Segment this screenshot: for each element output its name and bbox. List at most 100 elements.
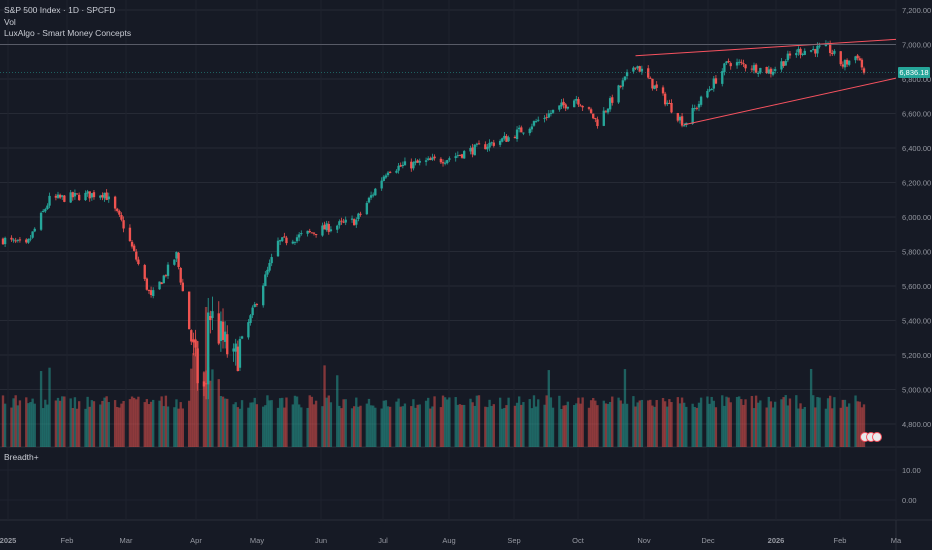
candle-body bbox=[797, 48, 800, 53]
volume-bar bbox=[122, 401, 125, 447]
volume-bar bbox=[729, 402, 732, 447]
volume-bar bbox=[365, 403, 369, 447]
volume-bar bbox=[69, 398, 72, 447]
candle-body bbox=[492, 142, 495, 146]
volume-bar bbox=[147, 404, 151, 447]
volume-bar bbox=[179, 402, 182, 447]
economic-events-badge[interactable] bbox=[860, 432, 882, 443]
volume-bar bbox=[221, 396, 225, 447]
volume-bar bbox=[469, 398, 472, 447]
volume-bar bbox=[826, 398, 830, 447]
volume-bar bbox=[668, 399, 671, 447]
volume-bar bbox=[329, 402, 333, 447]
time-tick-label: 2026 bbox=[768, 536, 785, 545]
candle-body bbox=[501, 138, 504, 142]
volume-bar bbox=[162, 406, 165, 447]
candle-body bbox=[473, 144, 476, 156]
volume-bar bbox=[683, 402, 686, 447]
volume-bar bbox=[841, 399, 845, 447]
volume-bar bbox=[661, 397, 665, 447]
candle-body bbox=[754, 64, 758, 73]
price-tick-label: 4,800.00 bbox=[902, 420, 931, 429]
time-tick-label: Ma bbox=[891, 536, 902, 545]
candle-body bbox=[625, 72, 629, 77]
candle-body bbox=[251, 307, 254, 316]
candle-body bbox=[226, 334, 229, 355]
candle-body bbox=[73, 192, 77, 197]
volume-bar bbox=[532, 395, 536, 447]
candle-body bbox=[367, 197, 371, 203]
candle-body bbox=[12, 239, 15, 241]
wedge-lower-trendline bbox=[684, 77, 897, 126]
volume-bar bbox=[799, 403, 802, 447]
volume-bar bbox=[537, 399, 540, 447]
volume-bar bbox=[594, 400, 597, 447]
candle-body bbox=[560, 102, 563, 107]
volume-bar bbox=[767, 396, 770, 447]
candle-body bbox=[668, 103, 671, 105]
volume-bar bbox=[712, 400, 715, 447]
volume-legend[interactable]: Vol bbox=[4, 16, 16, 27]
candle-body bbox=[446, 160, 449, 164]
indicator-legend[interactable]: LuxAlgo - Smart Money Concepts bbox=[4, 28, 132, 38]
candle-body bbox=[721, 71, 724, 84]
candle-body bbox=[649, 77, 652, 79]
candle-body bbox=[42, 210, 45, 212]
volume-bar bbox=[416, 404, 419, 447]
candle-body bbox=[63, 195, 66, 202]
candle-body bbox=[683, 125, 686, 127]
candle-body bbox=[336, 225, 339, 230]
volume-bar bbox=[344, 399, 347, 447]
candle-body bbox=[795, 53, 798, 56]
volume-bar bbox=[92, 401, 96, 447]
volume-bar bbox=[190, 368, 193, 447]
volume-bar bbox=[71, 408, 74, 447]
price-axis[interactable]: 7,200.00 7,000.00 6,800.00 6,600.00 6,400.00… bbox=[902, 6, 931, 429]
breadth-indicator-label[interactable]: Breadth+ bbox=[4, 452, 39, 462]
candle-body bbox=[454, 156, 457, 159]
volume-bar bbox=[828, 395, 832, 447]
candle-body bbox=[101, 195, 104, 198]
candle-body bbox=[767, 69, 770, 74]
time-axis[interactable]: 2025 Feb Mar Apr May Jun Jul Aug Sep Oct Nov Dec 202… bbox=[0, 536, 902, 545]
time-tick-label: Apr bbox=[190, 536, 202, 545]
candle-body bbox=[306, 230, 309, 234]
volume-bar bbox=[814, 407, 817, 447]
candle-body bbox=[638, 66, 641, 72]
candle-body bbox=[475, 143, 479, 145]
price-tick-label: 5,000.00 bbox=[902, 386, 931, 395]
volume-bar bbox=[149, 401, 153, 447]
candle-body bbox=[297, 234, 301, 238]
volume-bar bbox=[399, 406, 402, 447]
volume-bar bbox=[833, 397, 836, 447]
volume-bar bbox=[211, 369, 214, 447]
candle-body bbox=[329, 229, 333, 232]
candle-body bbox=[706, 90, 709, 98]
candle-body bbox=[429, 158, 432, 161]
volume-bar bbox=[223, 398, 227, 447]
volume-bar bbox=[120, 403, 123, 447]
volume-bar bbox=[575, 403, 578, 447]
volume-bar bbox=[14, 395, 17, 447]
volume-bar bbox=[1, 395, 5, 447]
volume-bar bbox=[640, 399, 644, 447]
volume-bar bbox=[285, 397, 288, 447]
candle-body bbox=[39, 212, 43, 230]
volume-bar bbox=[721, 395, 724, 447]
volume-bar bbox=[858, 401, 861, 447]
volume-bar bbox=[854, 395, 857, 447]
volume-bar bbox=[742, 404, 745, 447]
symbol-title[interactable]: S&P 500 Index · 1D · SPCFD bbox=[4, 5, 116, 15]
volume-bar bbox=[293, 395, 297, 447]
candle-body bbox=[623, 76, 627, 81]
volume-bar bbox=[291, 404, 295, 447]
candle-body bbox=[458, 154, 462, 156]
volume-bar bbox=[513, 405, 517, 447]
candle-body bbox=[116, 208, 119, 212]
volume-bar bbox=[33, 403, 36, 447]
volume-bar bbox=[769, 401, 773, 447]
volume-bar bbox=[566, 401, 570, 447]
volume-bar bbox=[103, 397, 106, 447]
volume-bar bbox=[207, 367, 210, 447]
